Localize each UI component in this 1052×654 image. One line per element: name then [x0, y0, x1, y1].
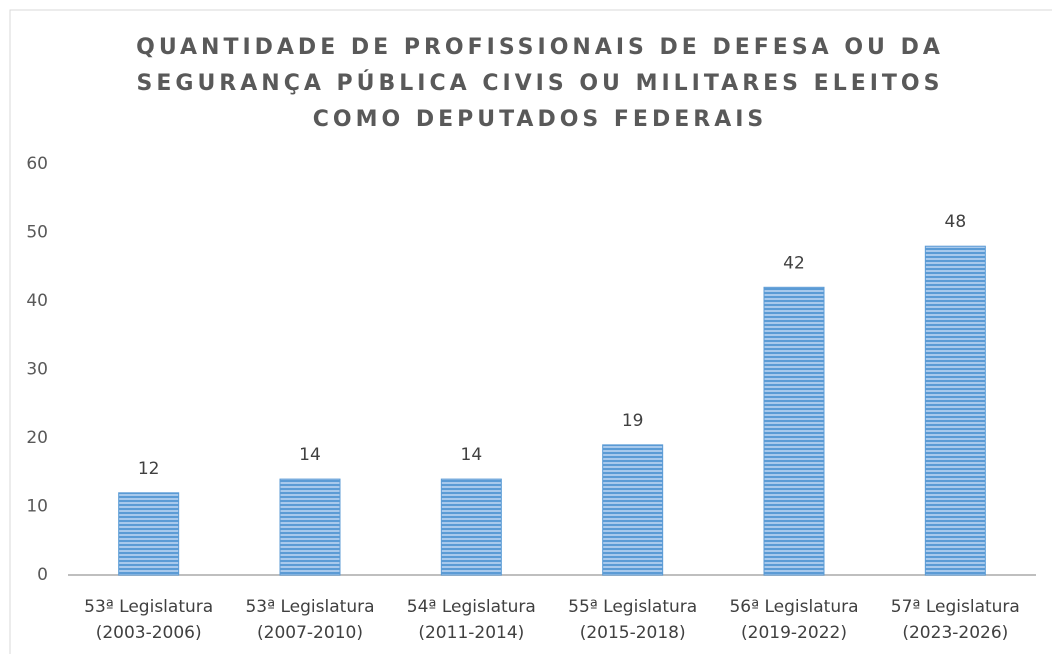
y-tick-label: 40 [26, 291, 48, 311]
y-tick-label: 60 [26, 154, 48, 174]
bar [440, 478, 502, 576]
x-tick-label: 53ª Legislatura (2003-2006) [84, 597, 214, 643]
y-tick-label: 0 [37, 565, 48, 585]
bar [763, 286, 825, 576]
x-tick-label: 57ª Legislatura (2023-2026) [890, 597, 1020, 643]
data-label: 19 [622, 411, 644, 431]
data-label: 14 [461, 445, 483, 465]
y-tick-label: 30 [26, 360, 48, 380]
chart-title: QUANTIDADE DE PROFISSIONAIS DE DEFESA OU… [136, 35, 944, 60]
bar [602, 444, 664, 576]
y-tick-label: 50 [26, 223, 48, 243]
y-tick-label: 20 [26, 428, 48, 448]
data-label: 42 [783, 253, 805, 273]
chart-title: COMO DEPUTADOS FEDERAIS [313, 107, 768, 132]
x-tick-label: 55ª Legislatura (2015-2018) [568, 597, 698, 643]
bar [924, 245, 986, 576]
data-label: 14 [299, 445, 321, 465]
bar [279, 478, 341, 576]
data-label: 12 [138, 459, 160, 479]
bar [118, 492, 180, 576]
x-tick-label: 56ª Legislatura (2019-2022) [729, 597, 859, 643]
x-tick-label: 53ª Legislatura (2007-2010) [245, 597, 375, 643]
x-tick-label: 54ª Legislatura (2011-2014) [406, 597, 536, 643]
chart-title: SEGURANÇA PÚBLICA CIVIS OU MILITARES ELE… [137, 70, 944, 96]
frame [9, 9, 1052, 654]
data-label: 48 [945, 212, 967, 232]
y-tick-label: 10 [26, 497, 48, 517]
